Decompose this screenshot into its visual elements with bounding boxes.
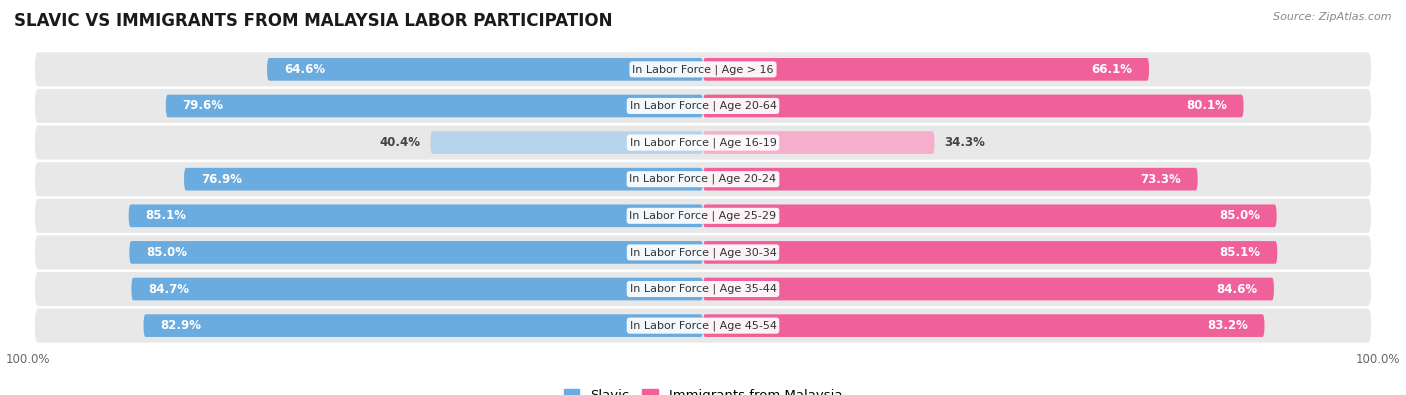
FancyBboxPatch shape [143, 314, 703, 337]
FancyBboxPatch shape [35, 199, 1371, 233]
Text: 85.0%: 85.0% [1219, 209, 1260, 222]
Text: 66.1%: 66.1% [1091, 63, 1132, 76]
Text: 85.0%: 85.0% [146, 246, 187, 259]
Text: In Labor Force | Age 45-54: In Labor Force | Age 45-54 [630, 320, 776, 331]
FancyBboxPatch shape [35, 162, 1371, 196]
FancyBboxPatch shape [703, 314, 1264, 337]
Text: 73.3%: 73.3% [1140, 173, 1181, 186]
FancyBboxPatch shape [703, 168, 1198, 190]
Text: In Labor Force | Age 30-34: In Labor Force | Age 30-34 [630, 247, 776, 258]
FancyBboxPatch shape [35, 53, 1371, 87]
Text: 85.1%: 85.1% [146, 209, 187, 222]
Text: In Labor Force | Age 35-44: In Labor Force | Age 35-44 [630, 284, 776, 294]
FancyBboxPatch shape [35, 308, 1371, 342]
Text: 82.9%: 82.9% [160, 319, 201, 332]
Text: 84.7%: 84.7% [148, 282, 190, 295]
FancyBboxPatch shape [35, 272, 1371, 306]
Text: 64.6%: 64.6% [284, 63, 325, 76]
Text: 76.9%: 76.9% [201, 173, 242, 186]
Text: 40.4%: 40.4% [380, 136, 420, 149]
FancyBboxPatch shape [703, 95, 1243, 117]
Text: In Labor Force | Age 20-24: In Labor Force | Age 20-24 [630, 174, 776, 184]
Text: 80.1%: 80.1% [1185, 100, 1226, 113]
Text: In Labor Force | Age > 16: In Labor Force | Age > 16 [633, 64, 773, 75]
FancyBboxPatch shape [35, 89, 1371, 123]
Text: In Labor Force | Age 20-64: In Labor Force | Age 20-64 [630, 101, 776, 111]
Text: Source: ZipAtlas.com: Source: ZipAtlas.com [1274, 12, 1392, 22]
Text: SLAVIC VS IMMIGRANTS FROM MALAYSIA LABOR PARTICIPATION: SLAVIC VS IMMIGRANTS FROM MALAYSIA LABOR… [14, 12, 613, 30]
FancyBboxPatch shape [131, 278, 703, 300]
Text: In Labor Force | Age 25-29: In Labor Force | Age 25-29 [630, 211, 776, 221]
Text: 85.1%: 85.1% [1219, 246, 1260, 259]
FancyBboxPatch shape [35, 126, 1371, 160]
FancyBboxPatch shape [703, 131, 935, 154]
FancyBboxPatch shape [430, 131, 703, 154]
FancyBboxPatch shape [267, 58, 703, 81]
FancyBboxPatch shape [166, 95, 703, 117]
Text: In Labor Force | Age 16-19: In Labor Force | Age 16-19 [630, 137, 776, 148]
Text: 34.3%: 34.3% [945, 136, 986, 149]
FancyBboxPatch shape [703, 241, 1277, 264]
FancyBboxPatch shape [184, 168, 703, 190]
FancyBboxPatch shape [129, 205, 703, 227]
FancyBboxPatch shape [703, 205, 1277, 227]
FancyBboxPatch shape [129, 241, 703, 264]
Legend: Slavic, Immigrants from Malaysia: Slavic, Immigrants from Malaysia [558, 384, 848, 395]
FancyBboxPatch shape [703, 278, 1274, 300]
Text: 79.6%: 79.6% [183, 100, 224, 113]
FancyBboxPatch shape [35, 235, 1371, 269]
Text: 83.2%: 83.2% [1206, 319, 1247, 332]
FancyBboxPatch shape [703, 58, 1149, 81]
Text: 84.6%: 84.6% [1216, 282, 1257, 295]
